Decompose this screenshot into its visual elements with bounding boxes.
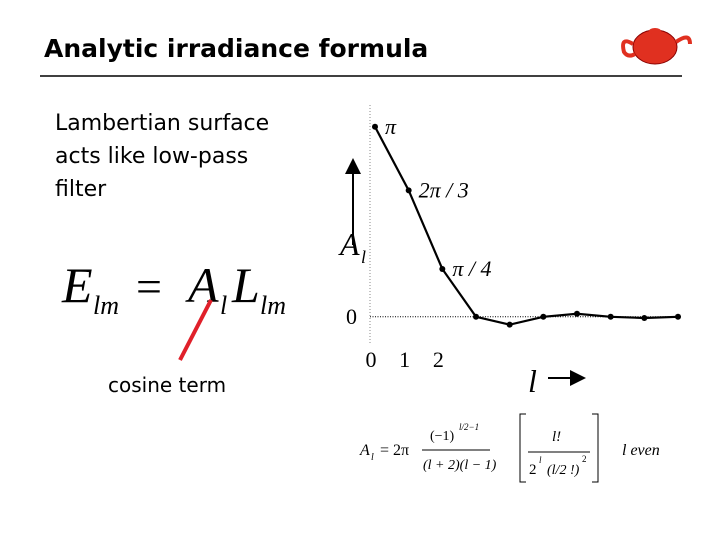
annotation: cosine term bbox=[108, 373, 226, 397]
x-axis-label: l bbox=[528, 363, 537, 399]
y-tick-label: 0 bbox=[346, 304, 357, 329]
formula-part: l even bbox=[622, 442, 660, 459]
formula-part: (l + 2)(l − 1) bbox=[423, 458, 497, 473]
eq-sub: lm bbox=[260, 291, 286, 320]
formula-part: (l/2 !) bbox=[547, 463, 580, 478]
annotation-arrow bbox=[178, 299, 213, 361]
formula-part: l bbox=[371, 452, 374, 463]
data-point bbox=[439, 265, 446, 272]
formula-part: 2 bbox=[582, 454, 587, 464]
formula-part: 2 bbox=[529, 462, 537, 478]
equation: E lm = A l L lm bbox=[61, 257, 286, 320]
bullet-line: Lambertian surface bbox=[55, 111, 269, 136]
y-axis-label-sub: l bbox=[361, 247, 366, 267]
formula-part: A bbox=[359, 442, 370, 459]
data-point bbox=[372, 123, 378, 130]
bullet-line: filter bbox=[55, 177, 107, 202]
eq-symbol: L bbox=[231, 257, 260, 313]
data-point bbox=[641, 315, 648, 322]
data-label: π bbox=[385, 114, 397, 139]
x-tick-label: 1 bbox=[399, 347, 410, 372]
data-label: 2π / 3 bbox=[419, 177, 469, 202]
eq-symbol: E bbox=[61, 257, 93, 313]
formula-part: l bbox=[539, 455, 542, 465]
x-tick-label: 2 bbox=[433, 347, 444, 372]
eq-symbol: A bbox=[185, 257, 219, 313]
title: Analytic irradiance formula bbox=[44, 34, 428, 63]
x-tick-label: 0 bbox=[366, 347, 377, 372]
data-point bbox=[506, 321, 513, 328]
eq-sub: l bbox=[220, 291, 227, 320]
bullet-line: acts like low-pass bbox=[55, 144, 248, 169]
data-point bbox=[405, 187, 412, 194]
formula-part: l! bbox=[552, 429, 561, 445]
eq-symbol: = bbox=[136, 261, 162, 312]
data-point bbox=[675, 313, 681, 320]
bracket bbox=[519, 413, 599, 483]
formula-part: (−1) bbox=[430, 429, 455, 444]
data-line bbox=[374, 126, 679, 326]
formula-part: l/2−1 bbox=[459, 422, 479, 432]
data-point bbox=[574, 310, 580, 317]
teapot-icon bbox=[621, 28, 692, 65]
formula-part: = 2π bbox=[380, 442, 409, 459]
formula: A l = 2π (−1) l/2−1 (l + 2)(l − 1) l! 2 … bbox=[359, 413, 660, 483]
data-point bbox=[607, 313, 614, 320]
y-axis-label: A bbox=[338, 226, 360, 262]
data-point bbox=[540, 313, 547, 320]
data-point bbox=[473, 313, 479, 320]
eq-sub: lm bbox=[93, 291, 119, 320]
data-label: π / 4 bbox=[452, 256, 491, 281]
